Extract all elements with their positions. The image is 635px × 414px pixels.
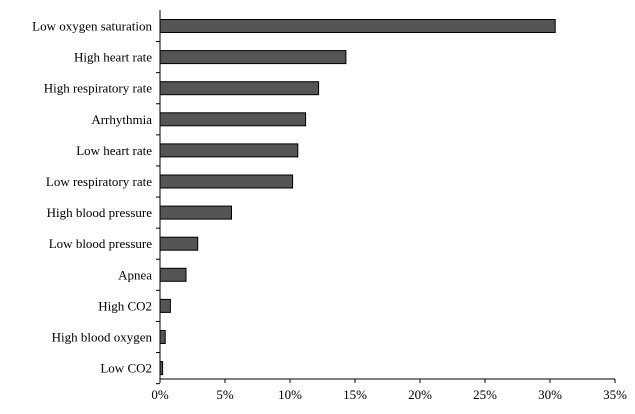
bar [159, 174, 294, 189]
bar [159, 50, 347, 65]
x-tick-label: 0% [151, 387, 169, 402]
bar [159, 205, 232, 220]
y-tick-label: Low CO2 [100, 361, 152, 376]
x-tick-label: 35% [603, 387, 627, 402]
y-tick-label: Low oxygen saturation [32, 19, 152, 34]
y-tick-label: High respiratory rate [44, 81, 153, 96]
y-tick-label: High blood oxygen [52, 330, 153, 345]
x-tick-label: 10% [278, 387, 302, 402]
x-tick-label: 5% [216, 387, 234, 402]
x-tick-label: 25% [473, 387, 497, 402]
y-tick-label: High CO2 [98, 298, 152, 313]
bars-layer [159, 19, 556, 376]
y-tick-label: High blood pressure [47, 205, 153, 220]
x-tick-label: 15% [343, 387, 367, 402]
bar [159, 143, 299, 158]
y-tick-label: Low blood pressure [49, 236, 152, 251]
y-tick-label: Arrhythmia [91, 112, 152, 127]
y-tick-label: Apnea [118, 267, 152, 282]
bar [159, 112, 307, 127]
labels-layer: Low oxygen saturation High heart rate High… [32, 19, 627, 403]
bar [159, 19, 556, 33]
x-tick-label: 20% [408, 387, 432, 402]
bar [159, 267, 187, 282]
bar [159, 81, 320, 96]
y-tick-label: Low respiratory rate [46, 174, 152, 189]
axes-layer [156, 10, 616, 385]
bar [159, 236, 199, 251]
x-tick-label: 30% [538, 387, 562, 402]
bar [159, 330, 166, 344]
y-tick-label: Low heart rate [76, 143, 152, 158]
bar [159, 298, 171, 313]
y-tick-label: High heart rate [74, 50, 152, 65]
